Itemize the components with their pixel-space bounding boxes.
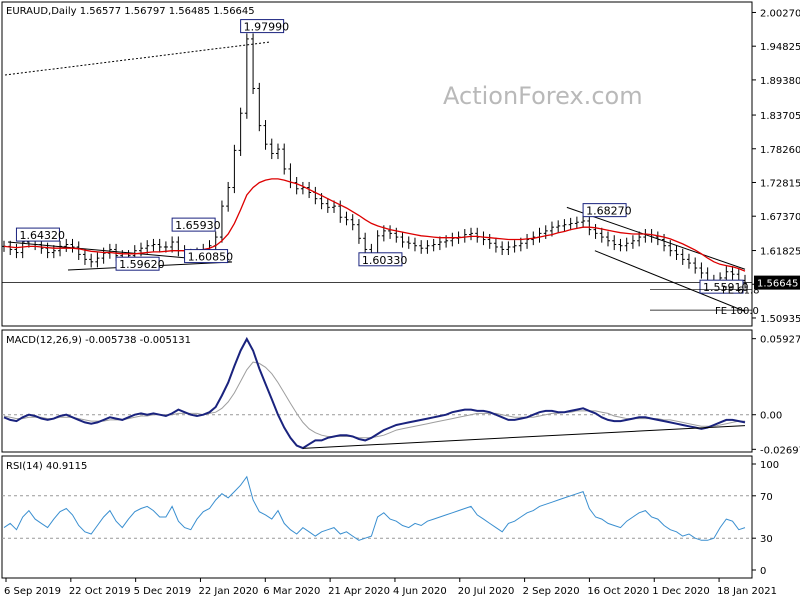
macd-line xyxy=(3,336,746,450)
current-price-box xyxy=(754,275,800,290)
price-ytick-label: 1.50935 xyxy=(760,314,800,325)
price-header: EURAUD,Daily 1.56577 1.56797 1.56485 1.5… xyxy=(6,6,255,17)
price-panel-frame xyxy=(1,1,753,327)
x-tick-label: 4 Jun 2020 xyxy=(393,586,447,597)
x-tick-label: 21 Apr 2020 xyxy=(328,586,390,597)
macd-ytick-label: 0.00 xyxy=(760,411,782,422)
price-ytick-label: 1.72815 xyxy=(760,178,800,189)
rsi-header: RSI(14) 40.9115 xyxy=(6,461,87,472)
price-annotation-box xyxy=(115,256,160,271)
rsi-ytick-label: 70 xyxy=(760,492,773,503)
price-annotation-box xyxy=(358,252,403,267)
rsi-ytick-label: 100 xyxy=(760,460,779,471)
price-annotation-label: 1.59620 xyxy=(119,258,165,271)
x-tick-label: 6 Mar 2020 xyxy=(263,586,320,597)
x-tick-label: 22 Oct 2019 xyxy=(69,586,131,597)
price-annotation-label: 1.60850 xyxy=(188,251,234,264)
x-tick-label: 22 Jan 2020 xyxy=(198,586,258,597)
price-annotation-box xyxy=(184,249,229,264)
price-annotation-label: 1.65930 xyxy=(175,219,221,232)
price-ytick-label: 1.67370 xyxy=(760,212,800,223)
price-ytick-label: 1.78260 xyxy=(760,145,800,156)
price-annotation-box xyxy=(240,19,285,34)
x-tick-label: 18 Jan 2021 xyxy=(717,586,777,597)
x-tick-label: 20 Jul 2020 xyxy=(458,586,515,597)
rsi-layer: 100 70 30 0 6 Sep 2019 22 Oct 2019 5 Dec 2019 2… xyxy=(2,460,779,597)
price-annotation-label: 1.97990 xyxy=(244,21,289,34)
x-tick-label: 5 Dec 2019 xyxy=(134,586,192,597)
price-annotation-box xyxy=(15,227,60,242)
price-ytick-label: 2.00270 xyxy=(760,8,800,19)
trendline-dotted xyxy=(4,41,271,76)
macd-panel-frame xyxy=(1,329,753,453)
macd-signal-line xyxy=(3,361,745,439)
price-annotation-label: 1.60330 xyxy=(362,254,408,267)
macd-trendline xyxy=(302,425,746,449)
macd-ytick-label: 0.059272 xyxy=(760,335,800,346)
rsi-ytick-label: 0 xyxy=(760,566,766,577)
rsi-panel-frame xyxy=(1,455,753,579)
price-annotation-label: 1.55910 xyxy=(703,281,749,294)
x-tick-label: 2 Sep 2020 xyxy=(523,586,580,597)
x-tick-label: 6 Sep 2019 xyxy=(4,586,61,597)
rsi-ytick-label: 30 xyxy=(760,534,773,545)
fe-level-label: FE 100.0 xyxy=(715,306,759,317)
rsi-line xyxy=(3,475,746,541)
moving-average-line xyxy=(3,178,746,272)
price-annotation-box xyxy=(171,217,216,232)
price-layer: 2.00270 1.94825 1.89380 1.83705 1.78260 1.728… xyxy=(2,8,800,325)
x-tick-label: 1 Dec 2020 xyxy=(652,586,710,597)
price-ytick-label: 1.83705 xyxy=(760,111,800,122)
channel-lower xyxy=(594,250,746,312)
price-ytick-label: 1.61825 xyxy=(760,247,800,258)
macd-header: MACD(12,26,9) -0.005738 -0.005131 xyxy=(6,335,191,346)
x-tick-label: 16 Oct 2020 xyxy=(587,586,649,597)
macd-layer: 0.059272 0.00 -0.026978 xyxy=(2,335,800,456)
price-annotation-label: 1.68270 xyxy=(586,205,632,218)
macd-ytick-label: -0.026978 xyxy=(760,445,800,456)
price-annotation-box xyxy=(582,203,627,218)
price-ytick-label: 1.89380 xyxy=(760,76,800,87)
channel-upper xyxy=(566,206,746,270)
price-ytick-label: 1.94825 xyxy=(760,42,800,53)
current-price-label: 1.56645 xyxy=(757,279,798,290)
fe-level-label: FE 61.8 xyxy=(722,286,760,297)
price-annotation-label: 1.64320 xyxy=(19,229,65,242)
watermark: ActionForex.com xyxy=(443,82,643,110)
